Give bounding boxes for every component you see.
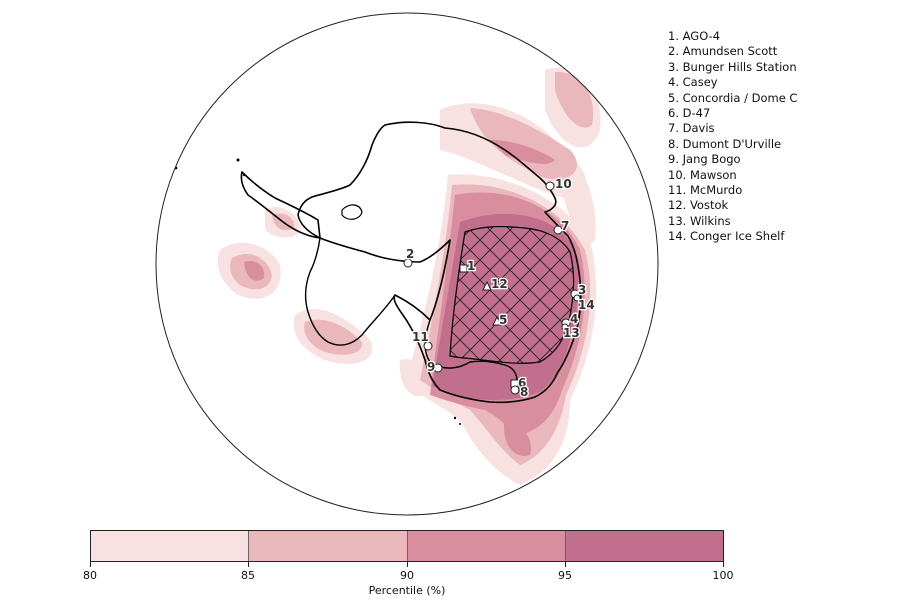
colorbar-tick <box>90 562 91 567</box>
station-label-7: 7 <box>561 219 569 233</box>
station-marker-1 <box>459 264 468 273</box>
legend-item: 4. Casey <box>668 75 718 90</box>
station-label-4: 4 <box>570 312 578 326</box>
globe-outline <box>155 12 659 516</box>
legend-item: 2. Amundsen Scott <box>668 44 778 59</box>
colorbar-segment-80-85 <box>91 531 250 561</box>
station-marker-14 <box>573 294 581 302</box>
legend-item: 10. Mawson <box>668 167 737 182</box>
station-label-14: 14 <box>578 298 595 312</box>
station-label-5: 5 <box>499 313 507 327</box>
station-label-2: 2 <box>406 247 414 261</box>
colorbar-tick-label: 85 <box>241 569 255 582</box>
station-marker-9 <box>433 363 443 373</box>
colorbar-segment-90-95 <box>407 531 566 561</box>
colorbar-tick-label: 80 <box>83 569 97 582</box>
station-marker-12 <box>482 280 492 291</box>
station-labels: 1 2 3 4 5 6 7 8 9 10 11 12 13 14 <box>405 176 596 401</box>
colorbar-tick <box>723 562 724 567</box>
legend-item: 7. Davis <box>668 121 715 136</box>
ross-sea-coast <box>424 319 518 389</box>
station-label-1: 1 <box>467 259 475 273</box>
legend-item: 13. Wilkins <box>668 213 731 228</box>
colorbar-tick <box>565 562 566 567</box>
station-label-11: 11 <box>412 330 429 344</box>
station-marker-2 <box>403 258 413 268</box>
station-marker-11 <box>423 341 433 351</box>
hatched-region <box>449 225 575 364</box>
colorbar-tick <box>248 562 249 567</box>
station-label-10: 10 <box>555 177 572 191</box>
station-label-8: 8 <box>520 385 528 399</box>
legend-item: 9. Jang Bogo <box>668 152 741 167</box>
station-label-12: 12 <box>491 277 508 291</box>
station-label-6: 6 <box>518 376 526 390</box>
station-marker-8 <box>510 385 520 395</box>
colorbar-segment-85-90 <box>249 531 408 561</box>
antarctica-coastline <box>297 121 582 404</box>
colorbar <box>90 530 724 562</box>
station-marker-5 <box>492 315 502 326</box>
legend-item: 5. Concordia / Dome C <box>668 90 798 105</box>
station-label-3: 3 <box>578 283 586 297</box>
antarctic-peninsula <box>240 171 321 239</box>
colorbar-tick <box>407 562 408 567</box>
station-marker-13 <box>561 323 569 331</box>
station-markers <box>403 181 581 395</box>
colorbar-tick-label: 100 <box>712 569 734 582</box>
ice-shelf-island <box>341 204 363 220</box>
colorbar-segment-95-100 <box>565 531 723 561</box>
legend-item: 11. McMurdo <box>668 183 743 198</box>
colorbar-tick-label: 95 <box>558 569 572 582</box>
legend-item: 6. D-47 <box>668 106 711 121</box>
legend-item: 12. Vostok <box>668 198 729 213</box>
station-label-9: 9 <box>427 360 435 374</box>
station-marker-7 <box>553 225 563 235</box>
legend-item: 14. Conger Ice Shelf <box>668 229 785 244</box>
ross-ice-shelf-edge <box>304 237 396 346</box>
station-marker-10 <box>545 181 555 191</box>
legend-item: 8. Dumont D'Urville <box>668 136 782 151</box>
station-label-13: 13 <box>563 326 580 340</box>
legend-item: 3. Bunger Hills Station <box>668 59 797 74</box>
legend-item: 1. AGO-4 <box>668 29 721 43</box>
colorbar-label: Percentile (%) <box>368 584 446 597</box>
colorbar-tick-label: 90 <box>400 569 414 582</box>
station-legend: 1. AGO-4 2. Amundsen Scott 3. Bunger Hil… <box>668 29 797 245</box>
